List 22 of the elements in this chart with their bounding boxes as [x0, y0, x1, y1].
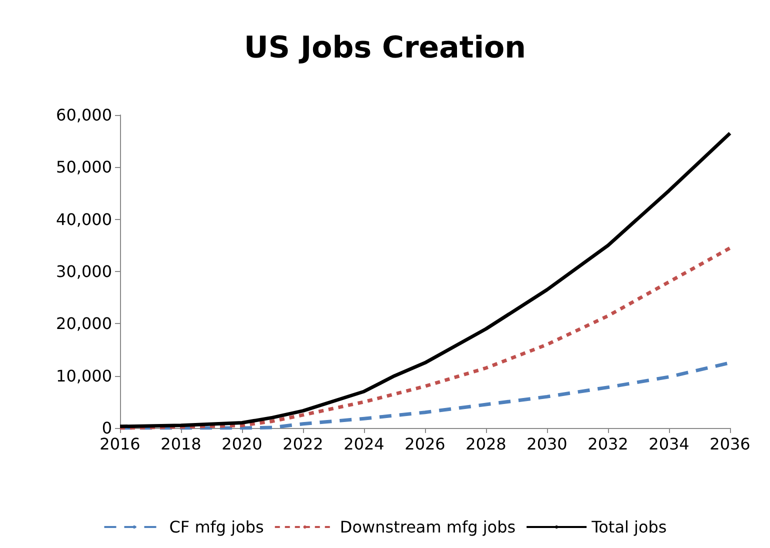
y-tick-label: 20,000	[56, 314, 112, 334]
y-tick-label: 60,000	[56, 106, 112, 124]
y-tick-label: 40,000	[56, 210, 112, 229]
legend-label: CF mfg jobs	[169, 518, 264, 536]
x-tick-label: 2018	[160, 434, 202, 454]
chart-title: US Jobs Creation	[244, 30, 526, 66]
x-tick-label: 2034	[648, 434, 690, 454]
x-tick-label: 2022	[282, 434, 324, 454]
legend-label: Total jobs	[590, 518, 667, 536]
y-tick-label: 10,000	[56, 366, 112, 386]
y-tick-label: 50,000	[56, 158, 112, 177]
x-tick-label: 2032	[588, 434, 628, 454]
x-tick-label: 2020	[222, 434, 262, 454]
y-tick-label: 0	[102, 418, 112, 438]
x-tick-label: 2024	[344, 434, 384, 454]
x-tick-label: 2036	[710, 434, 750, 454]
x-tick-label: 2030	[526, 434, 568, 454]
x-tick-label: 2016	[100, 434, 140, 454]
y-tick-label: 30,000	[56, 262, 112, 281]
x-tick-label: 2026	[404, 434, 446, 454]
x-tick-label: 2028	[466, 434, 506, 454]
legend-label: Downstream mfg jobs	[340, 518, 516, 536]
